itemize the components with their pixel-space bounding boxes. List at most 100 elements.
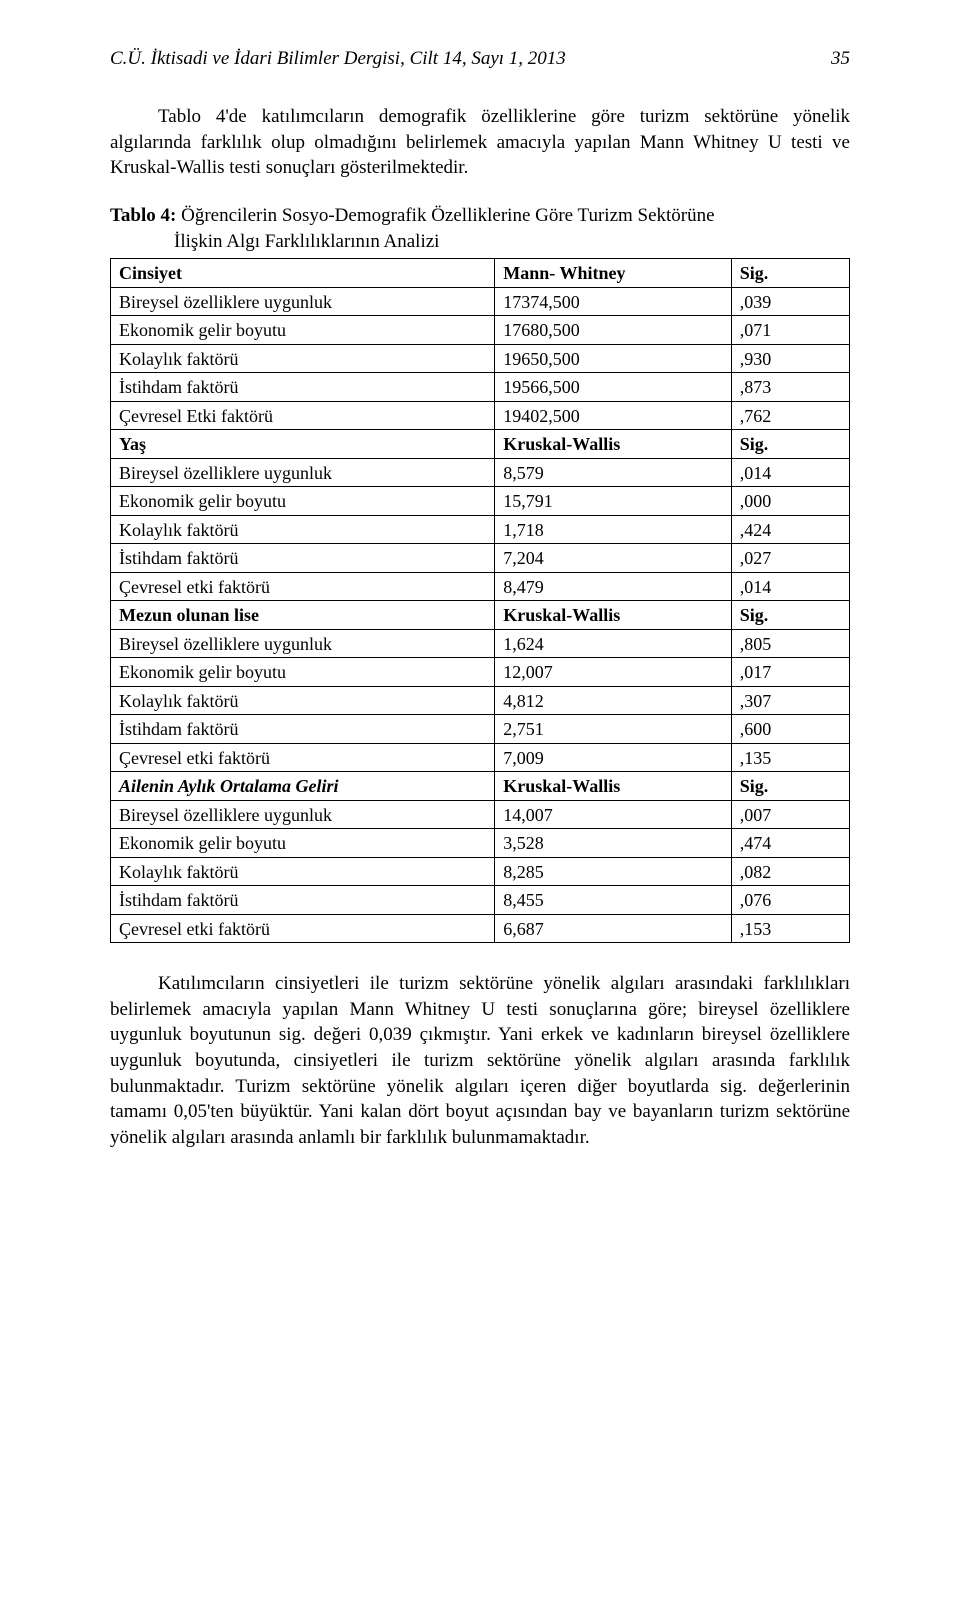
table-cell: 1,624 [495, 629, 731, 658]
table-row: İstihdam faktörü19566,500,873 [111, 373, 850, 402]
table-cell: Ekonomik gelir boyutu [111, 829, 495, 858]
table-cell: İstihdam faktörü [111, 373, 495, 402]
table-header-cell: Sig. [731, 772, 849, 801]
table-header-cell: Sig. [731, 601, 849, 630]
table-cell: 17680,500 [495, 316, 731, 345]
table-cell: 17374,500 [495, 287, 731, 316]
table-cell: Ekonomik gelir boyutu [111, 316, 495, 345]
table-row: Ekonomik gelir boyutu12,007,017 [111, 658, 850, 687]
table-row: Çevresel etki faktörü8,479,014 [111, 572, 850, 601]
table-cell: ,307 [731, 686, 849, 715]
table-cell: ,014 [731, 572, 849, 601]
table-cell: Kolaylık faktörü [111, 515, 495, 544]
table-cell: Kolaylık faktörü [111, 344, 495, 373]
table-section-header: YaşKruskal-WallisSig. [111, 430, 850, 459]
table-row: Ekonomik gelir boyutu17680,500,071 [111, 316, 850, 345]
table-cell: 1,718 [495, 515, 731, 544]
table-cell: ,762 [731, 401, 849, 430]
table-cell: 19650,500 [495, 344, 731, 373]
table-header-cell: Ailenin Aylık Ortalama Geliri [111, 772, 495, 801]
table-cell: ,930 [731, 344, 849, 373]
table-cell: ,076 [731, 886, 849, 915]
table-cell: ,071 [731, 316, 849, 345]
table-row: Kolaylık faktörü19650,500,930 [111, 344, 850, 373]
table-cell: ,017 [731, 658, 849, 687]
table-cell: 6,687 [495, 914, 731, 943]
table-cell: Kolaylık faktörü [111, 686, 495, 715]
table-row: Kolaylık faktörü4,812,307 [111, 686, 850, 715]
table-cell: 8,285 [495, 857, 731, 886]
table-cell: ,014 [731, 458, 849, 487]
table-cell: Çevresel Etki faktörü [111, 401, 495, 430]
table-row: Çevresel Etki faktörü19402,500,762 [111, 401, 850, 430]
table-cell: ,600 [731, 715, 849, 744]
table-cell: 8,479 [495, 572, 731, 601]
page-number: 35 [831, 48, 850, 70]
table-cell: ,000 [731, 487, 849, 516]
table-row: İstihdam faktörü7,204,027 [111, 544, 850, 573]
table-cell: Bireysel özelliklere uygunluk [111, 458, 495, 487]
table-cell: ,153 [731, 914, 849, 943]
table-row: Bireysel özelliklere uygunluk1,624,805 [111, 629, 850, 658]
table-header-cell: Yaş [111, 430, 495, 459]
table-row: Ekonomik gelir boyutu3,528,474 [111, 829, 850, 858]
analysis-table: CinsiyetMann- WhitneySig.Bireysel özelli… [110, 258, 850, 943]
table-header-cell: Mann- Whitney [495, 259, 731, 288]
table-cell: ,027 [731, 544, 849, 573]
table-cell: Kolaylık faktörü [111, 857, 495, 886]
table-header-cell: Sig. [731, 430, 849, 459]
table-row: Kolaylık faktörü8,285,082 [111, 857, 850, 886]
table-cell: ,424 [731, 515, 849, 544]
table-cell: 12,007 [495, 658, 731, 687]
table-cell: 7,009 [495, 743, 731, 772]
table-cell: 7,204 [495, 544, 731, 573]
table-cell: İstihdam faktörü [111, 886, 495, 915]
table-cell: 19566,500 [495, 373, 731, 402]
table-header-cell: Cinsiyet [111, 259, 495, 288]
caption-lead: Tablo 4: [110, 205, 176, 226]
table-header-cell: Kruskal-Wallis [495, 601, 731, 630]
table-section-header: Ailenin Aylık Ortalama GeliriKruskal-Wal… [111, 772, 850, 801]
table-cell: 14,007 [495, 800, 731, 829]
conclusion-paragraph: Katılımcıların cinsiyetleri ile turizm s… [110, 971, 850, 1150]
caption-line2: İlişkin Algı Farklılıklarının Analizi [110, 229, 850, 255]
table-row: İstihdam faktörü2,751,600 [111, 715, 850, 744]
table-header-cell: Mezun olunan lise [111, 601, 495, 630]
table-row: Ekonomik gelir boyutu15,791,000 [111, 487, 850, 516]
table-cell: İstihdam faktörü [111, 544, 495, 573]
table-cell: Bireysel özelliklere uygunluk [111, 800, 495, 829]
table-cell: 8,455 [495, 886, 731, 915]
table-header-cell: Kruskal-Wallis [495, 430, 731, 459]
table-cell: 15,791 [495, 487, 731, 516]
table-cell: 3,528 [495, 829, 731, 858]
table-cell: ,039 [731, 287, 849, 316]
table-cell: ,873 [731, 373, 849, 402]
table-row: Bireysel özelliklere uygunluk8,579,014 [111, 458, 850, 487]
table-cell: 8,579 [495, 458, 731, 487]
table-row: Çevresel etki faktörü6,687,153 [111, 914, 850, 943]
table-caption: Tablo 4: Öğrencilerin Sosyo-Demografik Ö… [110, 203, 850, 254]
table-row: Bireysel özelliklere uygunluk17374,500,0… [111, 287, 850, 316]
table-cell: Ekonomik gelir boyutu [111, 487, 495, 516]
table-section-header: Mezun olunan liseKruskal-WallisSig. [111, 601, 850, 630]
table-row: Kolaylık faktörü1,718,424 [111, 515, 850, 544]
table-cell: Bireysel özelliklere uygunluk [111, 629, 495, 658]
table-cell: İstihdam faktörü [111, 715, 495, 744]
caption-line1: Öğrencilerin Sosyo-Demografik Özellikler… [176, 205, 714, 226]
table-section-header: CinsiyetMann- WhitneySig. [111, 259, 850, 288]
table-cell: 4,812 [495, 686, 731, 715]
intro-paragraph: Tablo 4'de katılımcıların demografik öze… [110, 104, 850, 181]
table-cell: Ekonomik gelir boyutu [111, 658, 495, 687]
table-header-cell: Sig. [731, 259, 849, 288]
table-cell: ,082 [731, 857, 849, 886]
table-row: Çevresel etki faktörü7,009,135 [111, 743, 850, 772]
table-cell: ,474 [731, 829, 849, 858]
table-cell: Çevresel etki faktörü [111, 914, 495, 943]
table-cell: Çevresel etki faktörü [111, 743, 495, 772]
table-cell: Bireysel özelliklere uygunluk [111, 287, 495, 316]
table-cell: 19402,500 [495, 401, 731, 430]
table-cell: ,805 [731, 629, 849, 658]
page-header: C.Ü. İktisadi ve İdari Bilimler Dergisi,… [110, 48, 850, 70]
table-cell: 2,751 [495, 715, 731, 744]
table-row: İstihdam faktörü8,455,076 [111, 886, 850, 915]
